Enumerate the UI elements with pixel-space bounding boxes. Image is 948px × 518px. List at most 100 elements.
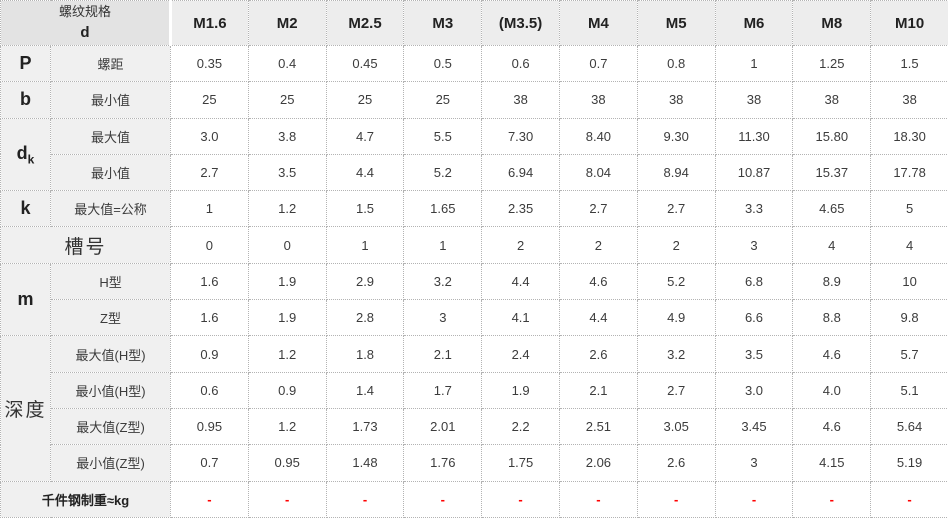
value-cell: 3.3 xyxy=(714,190,794,228)
table-row: 深度 最大值(H型) 0.9 1.2 1.8 2.1 2.4 2.6 3.2 3.5 4.6 5.7 xyxy=(0,335,948,482)
value-cell: 2.01 xyxy=(403,407,483,446)
value-cell: 3 xyxy=(714,226,794,264)
value-cell: 2.6 xyxy=(636,444,716,482)
value-cell: 2.6 xyxy=(559,335,638,373)
value-cell: 0.8 xyxy=(636,44,716,83)
value-cell: 1.65 xyxy=(403,190,483,228)
table-row: Z型 1.6 1.9 2.8 3 4.1 4.4 4.9 6.6 8.8 9.8 xyxy=(1,299,948,337)
table-row: 千件钢制重≈kg - - - - - - - - - - xyxy=(0,480,948,518)
value-cell: - xyxy=(714,480,794,518)
value-cell: 4 xyxy=(792,226,872,264)
value-cell: 1.75 xyxy=(481,444,560,482)
value-cell: 6.94 xyxy=(481,153,560,192)
value-cell: 2.7 xyxy=(170,153,249,192)
value-cell: 6.6 xyxy=(714,299,794,337)
value-cell: 38 xyxy=(636,81,716,119)
value-cell: 2.7 xyxy=(636,190,716,228)
value-cell: 2.8 xyxy=(325,299,405,337)
value-cell: 3.8 xyxy=(247,117,327,155)
value-cell: 10 xyxy=(870,262,948,301)
value-cell: 4.6 xyxy=(792,407,872,446)
value-cell: 4.4 xyxy=(559,299,638,337)
value-cell: 5.7 xyxy=(870,335,948,373)
value-cell: 10.87 xyxy=(714,153,794,192)
header-row: 螺纹规格 d M1.6 M2 M2.5 M3 (M3.5) M4 M5 M6 M8 M10 xyxy=(0,0,948,46)
row-label: H型 xyxy=(49,262,172,301)
row-label: 最小值 xyxy=(49,153,172,192)
value-cell: 8.8 xyxy=(792,299,872,337)
value-cell: 15.37 xyxy=(792,153,872,192)
value-cell: 38 xyxy=(870,81,948,119)
corner-header: 螺纹规格 d xyxy=(0,0,173,46)
row-label: 最大值 xyxy=(49,117,172,155)
table-row: b 最小值 25 25 25 25 38 38 38 38 38 38 xyxy=(0,81,948,119)
value-cell: 8.04 xyxy=(559,153,638,192)
value-cell: 3.2 xyxy=(403,262,483,301)
value-cell: 5 xyxy=(870,190,948,228)
row-label: 最大值(H型) xyxy=(49,335,172,373)
table-row: 最小值(H型) 0.6 0.9 1.4 1.7 1.9 2.1 2.7 3.0 4.0 5.1 xyxy=(1,371,948,409)
table-row: k 最大值=公称 1 1.2 1.5 1.65 2.35 2.7 2.7 3.3 4.65 5 xyxy=(0,190,948,228)
value-cell: 2.2 xyxy=(481,407,560,446)
value-cell: 4.6 xyxy=(792,335,872,373)
value-cell: 1.76 xyxy=(403,444,483,482)
column-header-m3.5: (M3.5) xyxy=(481,0,560,46)
value-cell: 1.6 xyxy=(170,299,249,337)
table-row: P 螺距 0.35 0.4 0.45 0.5 0.6 0.7 0.8 1 1.25 1.5 xyxy=(0,44,948,83)
row-label: 最大值(Z型) xyxy=(49,407,172,446)
value-cell: 0.7 xyxy=(559,44,638,83)
value-cell: 4.15 xyxy=(792,444,872,482)
value-cell: 1 xyxy=(325,226,405,264)
value-cell: 1.9 xyxy=(481,371,560,409)
value-cell: - xyxy=(170,480,249,518)
column-header-m2.5: M2.5 xyxy=(325,0,405,46)
value-cell: 2.1 xyxy=(559,371,638,409)
value-cell: 0 xyxy=(247,226,327,264)
value-cell: 3 xyxy=(403,299,483,337)
row-group-label: P xyxy=(0,44,51,83)
value-cell: 0.5 xyxy=(403,44,483,83)
corner-header-title: 螺纹规格 xyxy=(59,3,112,19)
value-cell: 0.7 xyxy=(170,444,249,482)
value-cell: 5.2 xyxy=(636,262,716,301)
value-cell: - xyxy=(403,480,483,518)
value-cell: 2.06 xyxy=(559,444,638,482)
value-cell: 0.6 xyxy=(481,44,560,83)
value-cell: 1.2 xyxy=(247,190,327,228)
row-group-label: k xyxy=(0,190,51,228)
row-group-label: 深度 xyxy=(0,335,51,482)
value-cell: 1.48 xyxy=(325,444,405,482)
value-cell: 0.4 xyxy=(247,44,327,83)
column-header-m10: M10 xyxy=(870,0,948,46)
value-cell: 8.9 xyxy=(792,262,872,301)
value-cell: 3.2 xyxy=(636,335,716,373)
value-cell: 1.9 xyxy=(247,262,327,301)
row-label: 最小值(H型) xyxy=(49,371,172,409)
value-cell: 4.65 xyxy=(792,190,872,228)
value-cell: 4.7 xyxy=(325,117,405,155)
value-cell: 4 xyxy=(870,226,948,264)
value-cell: 1 xyxy=(170,190,249,228)
column-header-m3: M3 xyxy=(403,0,483,46)
value-cell: 5.64 xyxy=(870,407,948,446)
value-cell: 25 xyxy=(170,81,249,119)
value-cell: 3.0 xyxy=(714,371,794,409)
value-cell: 25 xyxy=(325,81,405,119)
value-cell: 4.6 xyxy=(559,262,638,301)
value-cell: 2 xyxy=(481,226,560,264)
value-cell: 1.5 xyxy=(325,190,405,228)
value-cell: 0.9 xyxy=(247,371,327,409)
value-cell: 5.19 xyxy=(870,444,948,482)
table-row: m H型 1.6 1.9 2.9 3.2 4.4 4.6 5.2 6.8 8.9 10 xyxy=(0,262,948,337)
value-cell: 1.25 xyxy=(792,44,872,83)
value-cell: 2.9 xyxy=(325,262,405,301)
table-row: 最小值(Z型) 0.7 0.95 1.48 1.76 1.75 2.06 2.6 3 4.15 5.… xyxy=(1,444,948,482)
column-header-m6: M6 xyxy=(714,0,794,46)
value-cell: 2.7 xyxy=(559,190,638,228)
value-cell: - xyxy=(481,480,560,518)
row-group-label: dk xyxy=(0,117,51,192)
value-cell: - xyxy=(247,480,327,518)
row-label: 最小值 xyxy=(49,81,172,119)
value-cell: 2.4 xyxy=(481,335,560,373)
table-row: 最小值 2.7 3.5 4.4 5.2 6.94 8.04 8.94 10.87 15.37 17.… xyxy=(1,153,948,192)
